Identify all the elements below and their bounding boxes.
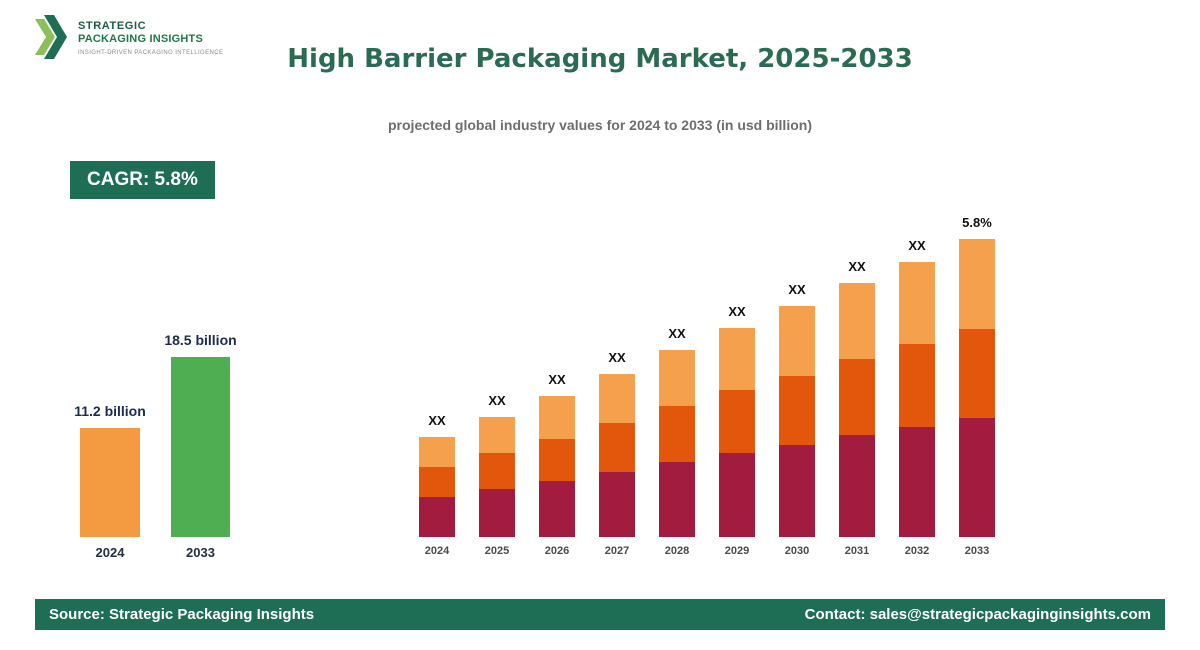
segment-middle-2026 — [539, 439, 575, 481]
segment-middle-2027 — [599, 423, 635, 472]
comparison-bar-2033: 18.5 billion 2033 — [164, 332, 236, 560]
year-label-2026: 2026 — [544, 545, 570, 557]
year-label-2024: 2024 — [424, 545, 450, 557]
stacked-bar-2031: XX 2031 — [839, 259, 875, 557]
stacked-bar-2025: XX 2025 — [479, 393, 515, 557]
segment-top-2027 — [599, 374, 635, 423]
bar-value-label-2028: XX — [668, 326, 686, 341]
segment-bottom-2030 — [779, 445, 815, 537]
comparison-value-label-2033: 18.5 billion — [164, 332, 237, 348]
segment-middle-2024 — [419, 467, 455, 497]
segment-bottom-2027 — [599, 472, 635, 537]
bar-value-label-2024: XX — [428, 413, 446, 428]
segment-bottom-2024 — [419, 497, 455, 537]
logo-text: STRATEGIC PACKAGING INSIGHTS INSIGHT-DRI… — [78, 14, 223, 57]
bar-value-label-2030: XX — [788, 282, 806, 297]
comparison-bar-2024: 11.2 billion 2024 — [74, 403, 146, 560]
segment-bottom-2033 — [959, 418, 995, 537]
comparison-value-label-2024: 11.2 billion — [74, 403, 146, 419]
segment-middle-2030 — [779, 376, 815, 445]
logo-tagline: INSIGHT-DRIVEN PACKAGING INTELLIGENCE — [78, 50, 224, 57]
segment-middle-2025 — [479, 453, 515, 489]
footer-bar: Source: Strategic Packaging Insights Con… — [35, 599, 1165, 630]
comparison-year-label-2024: 2024 — [95, 545, 125, 560]
page-subtitle: projected global industry values for 202… — [388, 117, 812, 133]
segment-top-2024 — [419, 437, 455, 467]
logo-chevron-icon — [35, 15, 67, 59]
segment-bottom-2031 — [839, 435, 875, 537]
segment-middle-2029 — [719, 390, 755, 453]
stacked-bar-2033: 5.8% 2033 — [959, 215, 995, 557]
logo-line1: STRATEGIC — [78, 20, 147, 32]
segment-top-2033 — [959, 239, 995, 329]
page-title: High Barrier Packaging Market, 2025-2033 — [287, 44, 913, 74]
footer-source: Source: Strategic Packaging Insights — [49, 606, 315, 623]
year-label-2033: 2033 — [964, 545, 990, 557]
segment-bottom-2026 — [539, 481, 575, 537]
logo-line2: PACKAGING INSIGHTS — [78, 32, 204, 45]
year-label-2025: 2025 — [484, 545, 510, 557]
segment-top-2030 — [779, 306, 815, 376]
comparison-year-label-2033: 2033 — [186, 545, 215, 560]
year-label-2030: 2030 — [784, 545, 810, 557]
bar-value-label-2029: XX — [728, 304, 746, 319]
stacked-bar-2028: XX 2028 — [659, 326, 695, 557]
footer-contact: Contact: sales@strategicpackaginginsight… — [804, 606, 1151, 623]
stacked-bar-2026: XX 2026 — [539, 372, 575, 557]
segment-middle-2032 — [899, 344, 935, 427]
bar-value-label-2032: XX — [908, 238, 926, 253]
stacked-bar-2027: XX 2027 — [599, 350, 635, 557]
segment-bottom-2025 — [479, 489, 515, 537]
cagr-badge: CAGR: 5.8% — [70, 161, 215, 199]
stacked-bar-2029: XX 2029 — [719, 304, 755, 557]
segment-top-2031 — [839, 283, 875, 359]
segment-top-2028 — [659, 350, 695, 406]
bar-value-label-2033: 5.8% — [962, 215, 992, 230]
segment-middle-2031 — [839, 359, 875, 435]
segment-bottom-2029 — [719, 453, 755, 537]
year-label-2031: 2031 — [844, 545, 870, 557]
segment-bottom-2028 — [659, 462, 695, 537]
stacked-bar-2030: XX 2030 — [779, 282, 815, 557]
stacked-bar-2024: XX 2024 — [419, 413, 455, 557]
bar-value-label-2031: XX — [848, 259, 866, 274]
segment-top-2032 — [899, 262, 935, 344]
segment-middle-2028 — [659, 406, 695, 462]
segment-top-2029 — [719, 328, 755, 390]
segment-top-2026 — [539, 396, 575, 439]
year-label-2029: 2029 — [724, 545, 750, 557]
year-label-2028: 2028 — [664, 545, 690, 557]
logo: STRATEGIC PACKAGING INSIGHTS INSIGHT-DRI… — [35, 14, 223, 60]
segment-bottom-2032 — [899, 427, 935, 537]
segment-middle-2033 — [959, 329, 995, 418]
year-label-2027: 2027 — [604, 545, 630, 557]
stacked-bar-2032: XX 2032 — [899, 238, 935, 557]
bar-value-label-2025: XX — [488, 393, 506, 408]
year-label-2032: 2032 — [904, 545, 930, 557]
bar-value-label-2027: XX — [608, 350, 626, 365]
bar-value-label-2026: XX — [548, 372, 566, 387]
segment-top-2025 — [479, 417, 515, 453]
